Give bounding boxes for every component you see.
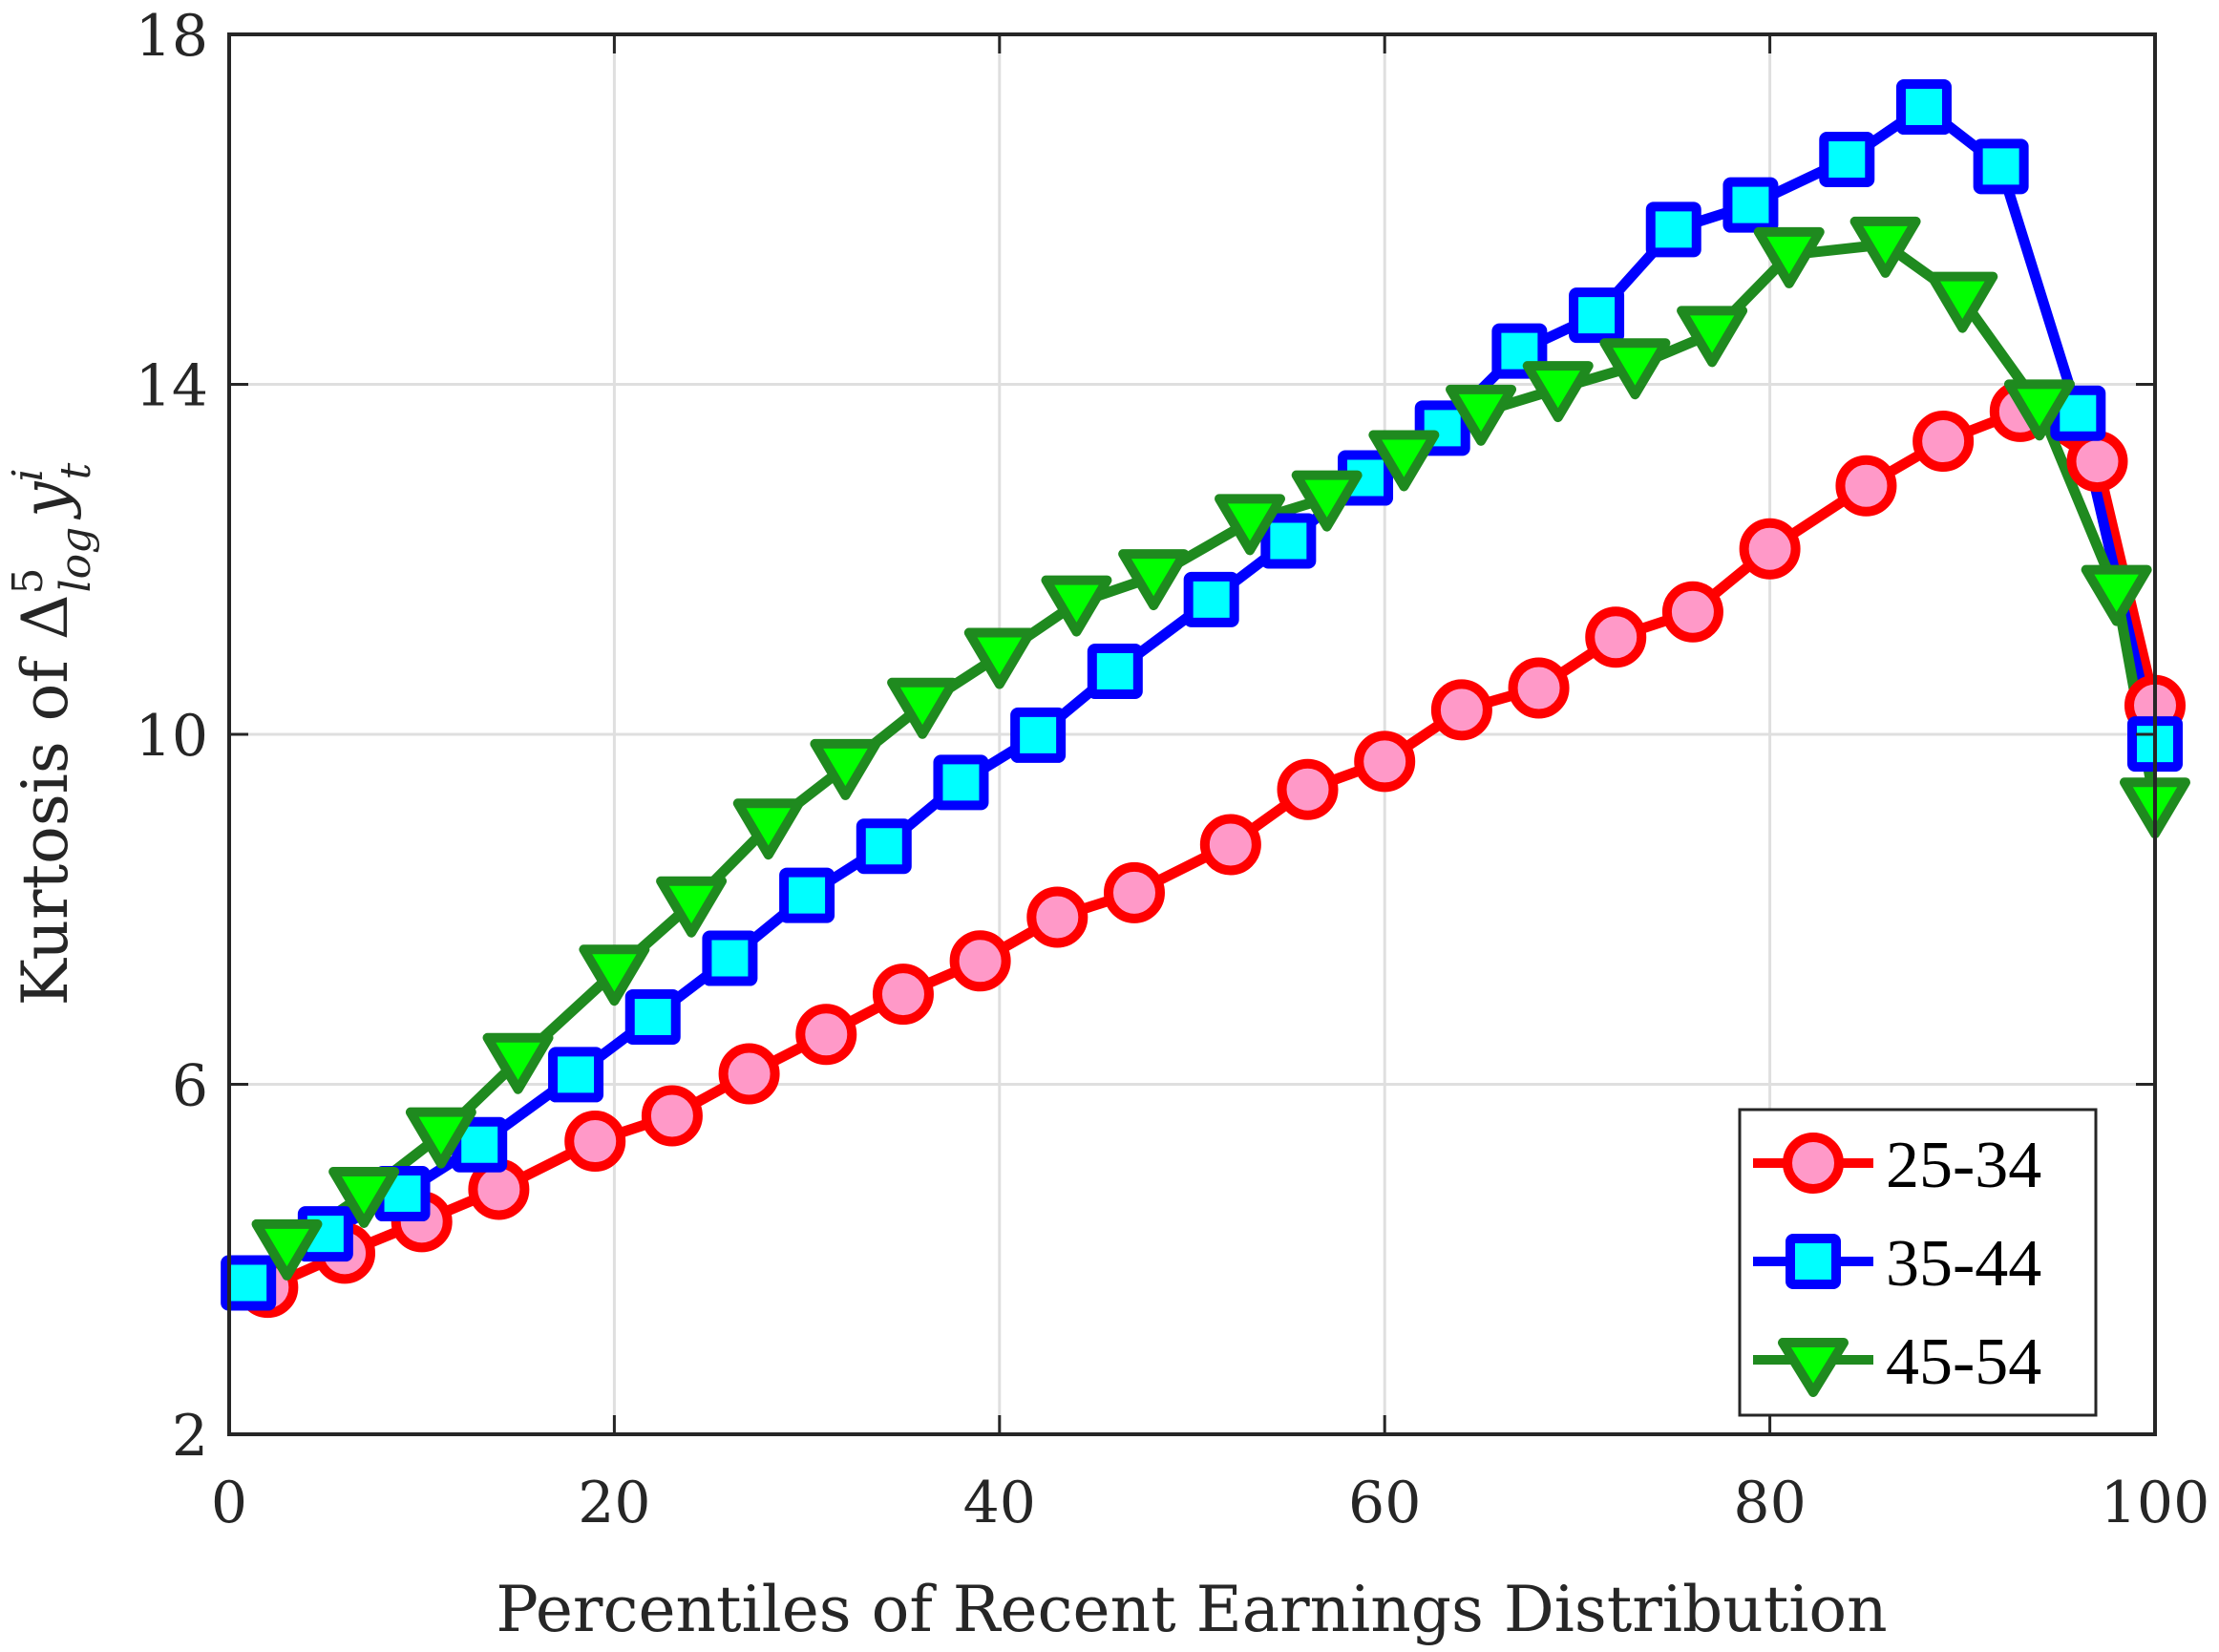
circle-marker bbox=[949, 930, 1011, 992]
circle-marker bbox=[1277, 758, 1339, 820]
circle-marker-icon bbox=[1783, 1133, 1844, 1194]
circle-marker bbox=[1585, 606, 1647, 668]
triangle-down-marker bbox=[887, 677, 959, 739]
circle-marker bbox=[641, 1085, 703, 1147]
y-axis-label-delta: Δ bbox=[9, 594, 82, 640]
circle-marker bbox=[1913, 411, 1975, 473]
circle-marker bbox=[872, 964, 934, 1026]
triangle-down-marker bbox=[2081, 564, 2152, 626]
svg-text:Kurtosis of Δ5logyit: Kurtosis of Δ5log yit bbox=[4, 462, 100, 1006]
triangle-down-marker bbox=[1446, 384, 1517, 446]
y-axis-label-prefix: Kurtosis of bbox=[9, 640, 82, 1006]
triangle-down-marker bbox=[579, 944, 650, 1006]
circle-marker bbox=[1739, 518, 1801, 580]
x-tick-label: 20 bbox=[578, 1470, 650, 1536]
y-tick-label: 18 bbox=[136, 3, 208, 70]
circle-marker bbox=[795, 1004, 857, 1066]
triangle-down-marker bbox=[1849, 216, 1921, 278]
legend-label: 25-34 bbox=[1886, 1129, 2041, 1202]
triangle-down-marker bbox=[1927, 271, 1998, 333]
circle-marker bbox=[1026, 886, 1088, 948]
triangle-down-marker bbox=[1215, 494, 1286, 556]
circle-marker bbox=[1835, 455, 1897, 517]
square-marker bbox=[624, 988, 681, 1045]
square-marker bbox=[779, 867, 835, 923]
circle-marker bbox=[718, 1043, 780, 1105]
y-tick-label: 6 bbox=[172, 1053, 208, 1120]
x-axis-label: Percentiles of Recent Earnings Distribut… bbox=[496, 1573, 1887, 1646]
y-axis-label-sub: log bbox=[52, 527, 100, 593]
triangle-down-marker bbox=[1041, 575, 1112, 637]
circle-marker bbox=[1103, 861, 1165, 923]
axes: 0 20 40 60 80 100 2 6 10 14 18 bbox=[136, 3, 2210, 1536]
square-marker bbox=[1260, 513, 1317, 569]
triangle-down-marker bbox=[1753, 226, 1825, 288]
triangle-down-marker bbox=[1291, 470, 1363, 532]
square-marker bbox=[1010, 707, 1067, 763]
markers-35-44 bbox=[221, 79, 2183, 1311]
triangle-down-marker bbox=[251, 1218, 323, 1281]
circle-marker bbox=[1354, 731, 1416, 793]
legend-item-45-54: 45-54 bbox=[1753, 1325, 2041, 1399]
square-marker bbox=[1722, 177, 1779, 233]
circle-marker bbox=[1508, 657, 1570, 719]
square-marker bbox=[1183, 571, 1239, 627]
circle-marker bbox=[2066, 431, 2128, 493]
square-marker bbox=[1819, 132, 1875, 188]
square-marker bbox=[221, 1255, 277, 1311]
square-marker bbox=[1087, 644, 1143, 700]
x-tick-label: 0 bbox=[211, 1470, 247, 1536]
triangle-down-marker bbox=[1599, 338, 1671, 400]
square-marker bbox=[1569, 287, 1625, 344]
legend-item-25-34: 25-34 bbox=[1753, 1129, 2041, 1202]
y-tick-label: 10 bbox=[136, 703, 208, 770]
y-axis-label-var-sub: t bbox=[52, 462, 100, 479]
x-tick-label: 80 bbox=[1733, 1470, 1806, 1536]
triangle-down-marker bbox=[810, 738, 881, 800]
y-tick-label: 2 bbox=[172, 1403, 208, 1470]
square-marker bbox=[933, 754, 989, 811]
y-axis-label-sup: 5 bbox=[4, 567, 53, 594]
square-marker-icon bbox=[1786, 1234, 1841, 1289]
triangle-down-marker bbox=[405, 1107, 476, 1169]
circle-marker bbox=[1430, 679, 1492, 741]
circle-marker bbox=[564, 1111, 626, 1173]
triangle-down-marker bbox=[482, 1032, 554, 1094]
triangle-down-marker bbox=[2003, 379, 2075, 441]
square-marker bbox=[1973, 138, 2029, 195]
triangle-down-marker bbox=[1118, 549, 1190, 611]
triangle-down-marker bbox=[732, 798, 804, 860]
square-marker bbox=[548, 1047, 604, 1103]
square-marker bbox=[702, 930, 758, 986]
legend-label: 35-44 bbox=[1886, 1227, 2041, 1301]
x-tick-label: 60 bbox=[1348, 1470, 1421, 1536]
triangle-down-marker bbox=[328, 1166, 400, 1228]
x-tick-label: 100 bbox=[2101, 1470, 2210, 1536]
circle-marker bbox=[1199, 814, 1261, 876]
y-tick-label: 14 bbox=[136, 353, 208, 420]
y-axis-label: Kurtosis of Δ5log yit bbox=[4, 462, 100, 1006]
y-axis-label-var: y bbox=[9, 481, 82, 520]
triangle-down-marker bbox=[1522, 361, 1594, 423]
y-axis-label-var-sup: i bbox=[4, 468, 53, 481]
x-tick-label: 40 bbox=[963, 1470, 1036, 1536]
square-marker bbox=[1895, 79, 1952, 136]
data-series bbox=[221, 79, 2190, 1319]
square-marker bbox=[856, 818, 912, 875]
triangle-down-marker bbox=[656, 876, 728, 938]
circle-marker bbox=[1661, 581, 1723, 643]
triangle-down-marker bbox=[1677, 306, 1748, 368]
legend-label: 45-54 bbox=[1886, 1325, 2041, 1399]
triangle-down-marker-icon bbox=[1778, 1338, 1849, 1397]
legend-item-35-44: 35-44 bbox=[1753, 1227, 2041, 1301]
triangle-down-marker bbox=[1368, 430, 1440, 492]
triangle-down-marker bbox=[963, 627, 1035, 689]
markers-45-54 bbox=[251, 216, 2190, 1281]
legend: 25-34 35-44 45-54 bbox=[1738, 1108, 2098, 1417]
square-marker bbox=[1645, 201, 1701, 258]
